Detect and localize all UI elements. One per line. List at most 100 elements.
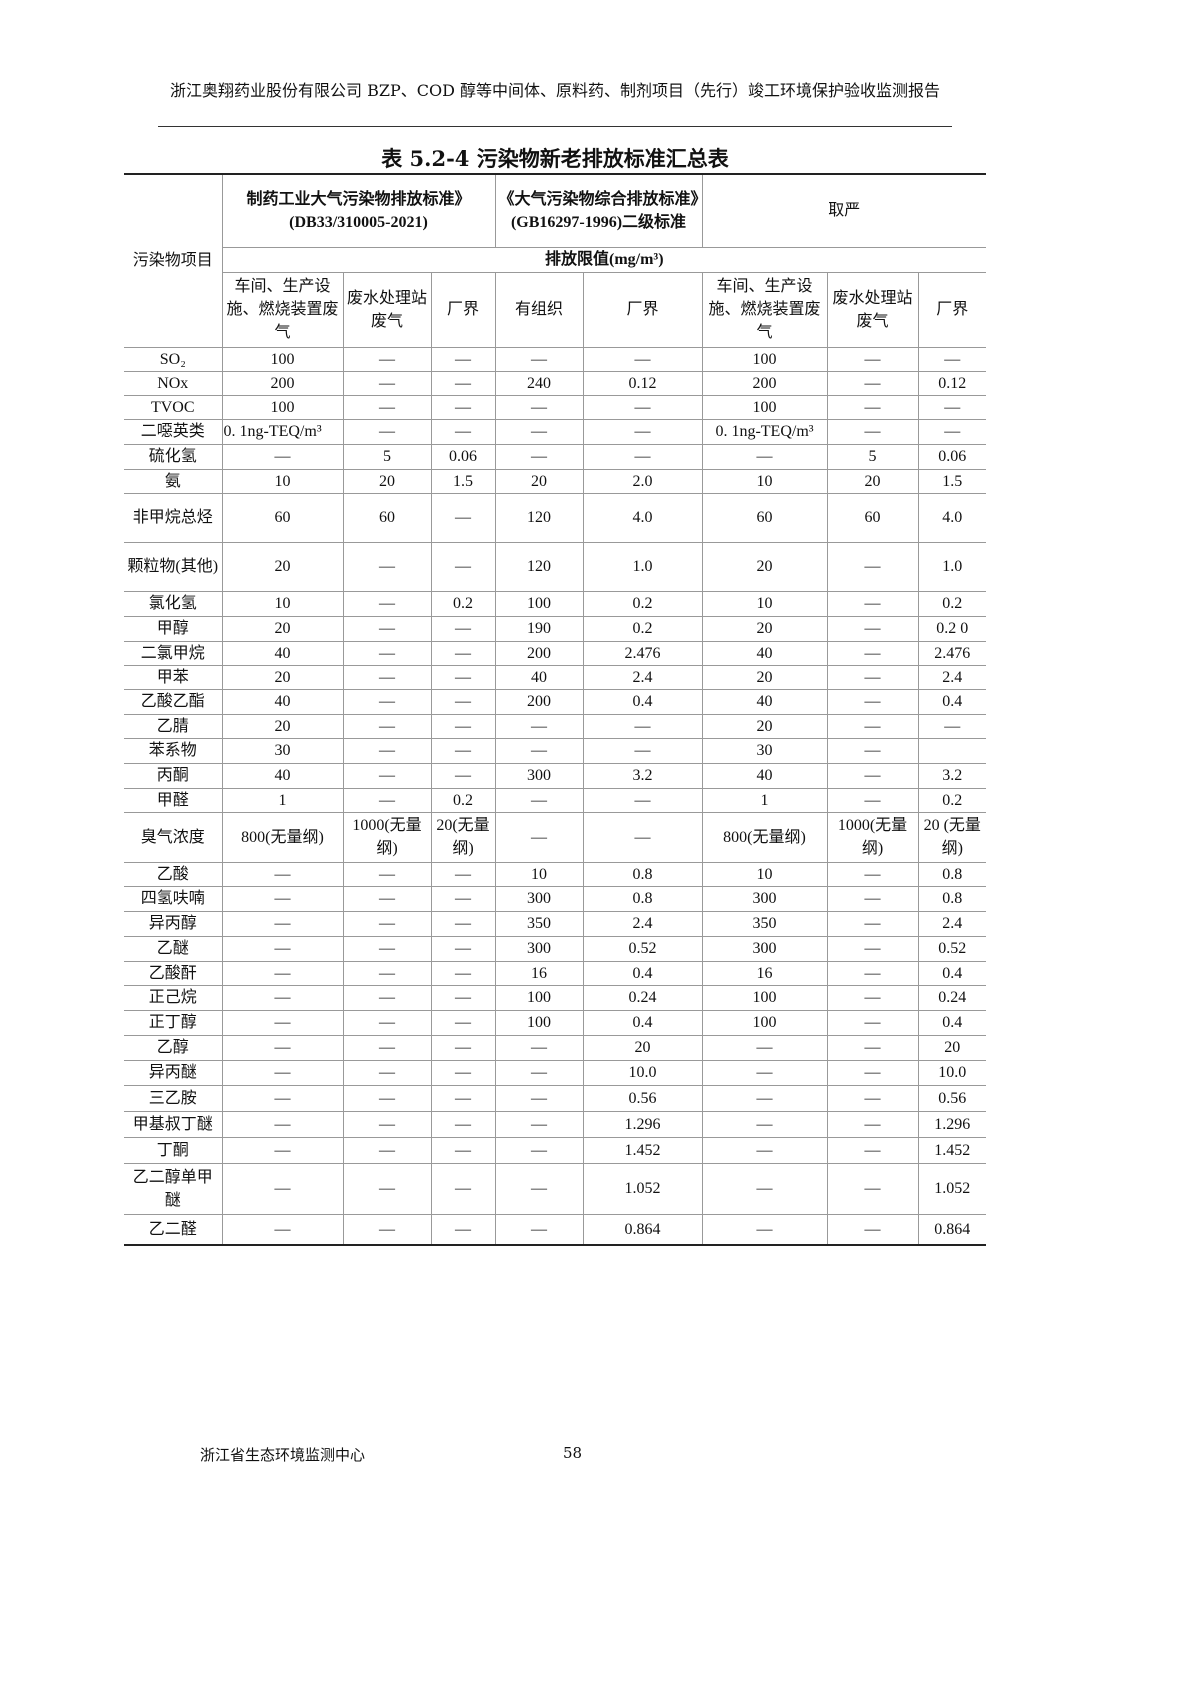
pollutant-name: 乙酸乙酯 bbox=[124, 688, 223, 715]
header-group-strictest: 取严 bbox=[701, 173, 987, 248]
limit-value: — bbox=[430, 713, 496, 739]
pollutant-name: 硫化氢 bbox=[124, 443, 223, 470]
limit-value: — bbox=[701, 1110, 828, 1138]
pollutant-name: TVOC bbox=[124, 394, 223, 420]
limit-value: 2.0 bbox=[582, 468, 703, 494]
limit-value: 0.864 bbox=[582, 1213, 703, 1246]
limit-value: — bbox=[826, 394, 919, 420]
limit-value: — bbox=[221, 935, 344, 962]
limit-value: 3.2 bbox=[582, 762, 703, 789]
pollutant-name: 乙腈 bbox=[124, 713, 223, 739]
limit-value: — bbox=[701, 1213, 828, 1246]
pollutant-name: 乙酸酐 bbox=[124, 960, 223, 986]
limit-value: 4.0 bbox=[582, 492, 703, 543]
limit-value: — bbox=[342, 1162, 432, 1215]
limit-value: — bbox=[342, 861, 432, 887]
pollutant-name: 颗粒物(其他) bbox=[124, 541, 223, 592]
limit-value: — bbox=[342, 1009, 432, 1036]
limit-value: — bbox=[221, 1009, 344, 1036]
subheader-cell: 车间、生产设施、燃烧装置废气 bbox=[701, 271, 828, 348]
limit-value: — bbox=[342, 960, 432, 986]
limit-value: — bbox=[430, 640, 496, 666]
limit-value: — bbox=[494, 443, 584, 470]
limit-value: — bbox=[826, 1034, 919, 1061]
limit-value: — bbox=[917, 394, 987, 420]
limit-value: 2.476 bbox=[582, 640, 703, 666]
limit-value: — bbox=[826, 418, 919, 445]
table-row: 三乙胺 — — — —0.56— —0.56 bbox=[124, 1084, 987, 1112]
limit-value: — bbox=[582, 418, 703, 445]
limit-value: — bbox=[826, 664, 919, 690]
limit-value: — bbox=[917, 418, 987, 445]
limit-value: 1 bbox=[221, 787, 344, 813]
limit-value: 10 bbox=[221, 468, 344, 494]
limit-value: 120 bbox=[494, 541, 584, 592]
limit-value: — bbox=[342, 1110, 432, 1138]
subheader-cell: 废水处理站废气 bbox=[342, 271, 432, 348]
limit-value: 0. 1ng-TEQ/m³ bbox=[701, 418, 828, 445]
table-row: 甲醛 1—0.2— —1—0.2 bbox=[124, 787, 987, 813]
limit-value: 0.4 bbox=[582, 960, 703, 986]
limit-value: 300 bbox=[701, 935, 828, 962]
limit-value: 1.296 bbox=[917, 1110, 987, 1138]
pollutant-name: 氯化氢 bbox=[124, 590, 223, 617]
limit-value: — bbox=[221, 1059, 344, 1086]
limit-value: 190 bbox=[494, 615, 584, 642]
limit-value: 0. 1ng-TEQ/m³ bbox=[221, 418, 344, 445]
table-row: 甲醇 20— —190 0.2 20—0.2 0 bbox=[124, 615, 987, 642]
limit-value: — bbox=[494, 713, 584, 739]
limit-value: — bbox=[342, 418, 432, 445]
limit-value: 100 bbox=[221, 346, 344, 372]
limit-value: — bbox=[494, 1059, 584, 1086]
table-row: SO₂ 100— — — —100— — bbox=[124, 346, 987, 372]
limit-value: — bbox=[430, 1136, 496, 1164]
limit-value: 0.4 bbox=[582, 1009, 703, 1036]
pollutant-name: 丁酮 bbox=[124, 1136, 223, 1164]
limit-value: — bbox=[701, 1059, 828, 1086]
pollutant-name: 乙醚 bbox=[124, 935, 223, 962]
limit-value: — bbox=[494, 1136, 584, 1164]
limit-value: — bbox=[826, 541, 919, 592]
limit-value: — bbox=[221, 1084, 344, 1112]
pollutant-name: 苯系物 bbox=[124, 737, 223, 764]
limit-value: — bbox=[342, 713, 432, 739]
limit-value: — bbox=[494, 1034, 584, 1061]
subheader-cell: 厂界 bbox=[917, 271, 987, 348]
limit-value: 100 bbox=[701, 1009, 828, 1036]
limit-value: — bbox=[342, 885, 432, 912]
limit-value: — bbox=[342, 590, 432, 617]
limit-value: 20 bbox=[494, 468, 584, 494]
limit-value: 300 bbox=[494, 935, 584, 962]
limit-value: — bbox=[826, 787, 919, 813]
limit-value: 1.296 bbox=[582, 1110, 703, 1138]
limit-value: 20 bbox=[701, 664, 828, 690]
limit-value: — bbox=[494, 346, 584, 372]
pollutant-name: 异丙醇 bbox=[124, 910, 223, 937]
limit-value: — bbox=[582, 787, 703, 813]
limit-value: 0.24 bbox=[582, 984, 703, 1011]
limit-value: 2.4 bbox=[582, 910, 703, 937]
limit-value: 200 bbox=[494, 640, 584, 666]
limit-value: — bbox=[826, 1213, 919, 1246]
limit-value: 1000(无量纲) bbox=[342, 811, 432, 863]
limit-value: 1000(无量纲) bbox=[826, 811, 919, 863]
limit-value: 10.0 bbox=[917, 1059, 987, 1086]
table-row: 丙酮 40— —300 3.2 40—3.2 bbox=[124, 762, 987, 789]
limit-value: 0.2 bbox=[917, 590, 987, 617]
limit-value: — bbox=[221, 443, 344, 470]
limit-value: — bbox=[430, 737, 496, 764]
page-header: 浙江奥翔药业股份有限公司 BZP、COD 醇等中间体、原料药、制剂项目（先行）竣… bbox=[169, 81, 940, 100]
table-row: 氯化氢 10—0.2 100 0.2 10—0.2 bbox=[124, 590, 987, 617]
pollutant-name: 甲基叔丁醚 bbox=[124, 1110, 223, 1138]
limit-value: 0.2 bbox=[582, 590, 703, 617]
limit-value: 200 bbox=[221, 370, 344, 396]
limit-value: 0.06 bbox=[430, 443, 496, 470]
limit-value: — bbox=[582, 443, 703, 470]
limit-value: 4.0 bbox=[917, 492, 987, 543]
subheader-cell: 车间、生产设施、燃烧装置废气 bbox=[222, 271, 344, 348]
table-row: 丁酮 — — — —1.452— —1.452 bbox=[124, 1136, 987, 1164]
limit-value: 20 bbox=[701, 615, 828, 642]
limit-value: — bbox=[494, 811, 584, 863]
table-row: 乙二醛 — — — —0.864— —0.864 bbox=[124, 1213, 987, 1246]
limit-value: 0.8 bbox=[582, 861, 703, 887]
